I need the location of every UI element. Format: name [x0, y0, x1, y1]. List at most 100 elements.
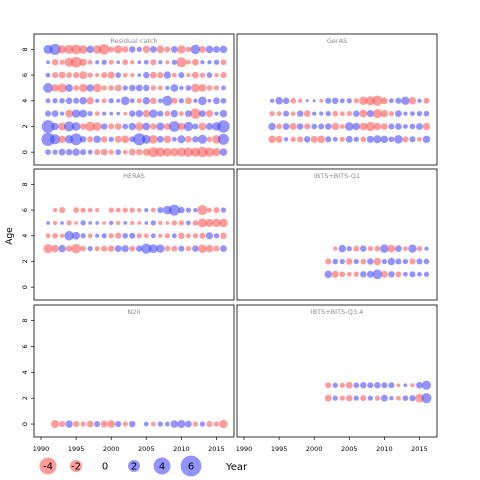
residual-point	[122, 149, 128, 155]
residual-point	[290, 111, 296, 117]
residual-point	[193, 207, 198, 213]
residual-point	[199, 72, 206, 78]
residual-point	[325, 97, 332, 104]
residual-point	[58, 71, 66, 79]
residual-point	[296, 110, 304, 117]
residual-point	[178, 98, 185, 104]
residual-point	[66, 72, 72, 78]
residual-point	[165, 60, 170, 65]
residual-point	[220, 59, 227, 66]
residual-point	[65, 109, 73, 118]
residual-point	[395, 271, 402, 278]
residual-point	[71, 122, 81, 131]
residual-point	[416, 110, 423, 117]
legend-swatch	[180, 455, 202, 477]
residual-point	[416, 245, 423, 252]
residual-point	[410, 383, 415, 388]
residual-point	[100, 148, 108, 156]
residual-point	[116, 111, 121, 116]
residual-point	[64, 121, 75, 132]
residual-point	[183, 147, 194, 157]
residual-point	[178, 111, 184, 117]
residual-point	[44, 110, 52, 117]
residual-point	[143, 233, 149, 239]
residual-point	[185, 245, 192, 252]
residual-point	[359, 96, 368, 105]
residual-point	[352, 122, 361, 131]
x-tick-label: 2015	[208, 445, 225, 453]
legend-swatch	[153, 457, 171, 475]
panel-frame	[33, 304, 235, 438]
residual-point	[115, 421, 122, 428]
residual-point	[141, 243, 152, 254]
residual-point	[150, 233, 156, 239]
residual-point	[116, 98, 121, 103]
residual-point	[344, 122, 354, 131]
residual-point	[85, 121, 95, 132]
residual-point	[409, 395, 416, 402]
residual-point	[372, 109, 382, 119]
residual-point	[129, 245, 136, 252]
residual-point	[381, 382, 388, 389]
residual-point	[46, 221, 50, 225]
residual-point	[367, 395, 373, 401]
residual-point	[421, 380, 432, 390]
residual-point	[94, 149, 101, 156]
residual-point	[409, 258, 416, 265]
residual-point	[410, 111, 415, 117]
legend-label: 0	[102, 462, 108, 473]
residual-point	[43, 244, 53, 254]
axes-layer: 0 2 4 6 8 0 2 4 6 8 0 2 4 6 8 1990 1995 2000 2005 2010 2015 1…	[5, 47, 428, 453]
residual-point	[353, 98, 359, 104]
residual-point	[415, 393, 424, 403]
residual-point	[360, 258, 367, 265]
residual-point	[387, 257, 396, 266]
residual-point	[325, 123, 332, 130]
residual-point	[155, 147, 166, 157]
residual-point	[367, 382, 374, 389]
residual-point	[359, 109, 368, 118]
residual-point	[51, 110, 59, 118]
residual-point	[276, 123, 282, 130]
residual-point	[114, 45, 123, 54]
residual-point	[95, 72, 100, 78]
residual-point	[100, 123, 108, 130]
residual-point	[199, 46, 206, 53]
residual-point	[136, 148, 143, 156]
residual-point	[360, 136, 367, 143]
residual-point	[168, 204, 180, 216]
residual-point	[372, 269, 383, 280]
residual-point	[417, 98, 422, 103]
residual-point	[79, 109, 88, 118]
residual-point	[207, 60, 212, 65]
residual-point	[143, 71, 150, 79]
residual-point	[163, 147, 172, 157]
residual-point	[360, 382, 367, 389]
residual-point	[65, 420, 73, 428]
residual-point	[346, 245, 352, 252]
residual-point	[283, 137, 289, 142]
x-tick-label: 1990	[33, 445, 50, 453]
residual-point	[205, 232, 214, 240]
residual-point	[207, 207, 212, 213]
panel: GerAS	[236, 33, 438, 166]
residual-point	[58, 148, 66, 156]
residual-point	[64, 230, 74, 241]
panel-frame	[33, 33, 235, 166]
y-tick-label: 2	[21, 259, 29, 263]
residual-point	[388, 271, 395, 278]
residual-point	[339, 136, 345, 142]
residual-point	[339, 258, 345, 265]
residual-point	[317, 135, 325, 144]
residual-point	[158, 60, 163, 65]
residual-point	[367, 258, 374, 265]
residual-point	[92, 45, 102, 54]
residual-point	[95, 221, 100, 225]
residual-point	[192, 245, 199, 252]
residual-point	[197, 205, 208, 216]
residual-point	[178, 220, 185, 226]
y-tick-label: 8	[21, 47, 29, 51]
residual-point	[206, 85, 213, 91]
residual-point	[380, 135, 389, 144]
